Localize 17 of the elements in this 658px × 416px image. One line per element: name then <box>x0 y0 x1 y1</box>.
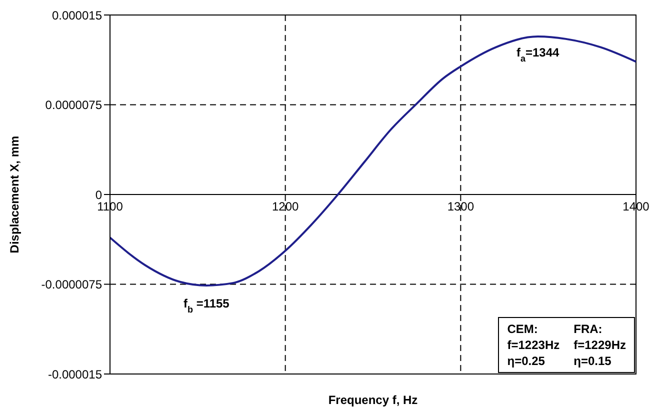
annotation: f$_{a}$=1344 <box>516 46 560 64</box>
annotation: f$_{b}$ =1155 <box>183 296 230 314</box>
x-tick-label: 1200 <box>272 200 300 214</box>
y-tick-label: -0.0000075 <box>41 278 102 292</box>
y-axis-title: Displacement X, mm <box>7 136 22 254</box>
annotation: CEM: <box>507 322 539 336</box>
annotation: η=0.15 <box>574 354 612 368</box>
x-axis-title: Frequency f, Hz <box>328 393 418 407</box>
x-tick-label: 1300 <box>447 200 474 214</box>
annotation: FRA: <box>574 322 604 336</box>
y-tick-label: 0.0000075 <box>45 98 102 112</box>
y-tick-label: 0.000015 <box>52 8 102 22</box>
annotation: f=1223Hz <box>507 338 560 352</box>
annotation: f=1229Hz <box>574 338 626 352</box>
annotation: η=0.25 <box>507 354 546 368</box>
y-tick-label: -0.000015 <box>48 367 102 382</box>
y-tick-label: 0 <box>95 188 102 202</box>
